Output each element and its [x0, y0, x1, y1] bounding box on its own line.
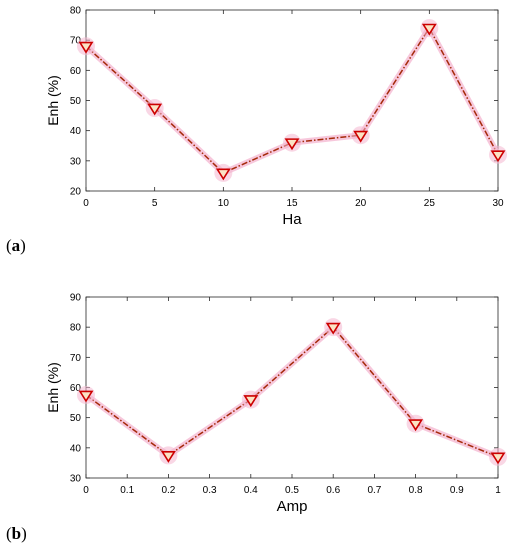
data-point-marker: [160, 450, 176, 463]
x-tick-label: 0.5: [285, 485, 299, 496]
y-axis-label: Enh (%): [45, 362, 61, 413]
x-tick-label: 0: [83, 485, 89, 496]
y-tick-label: 80: [70, 6, 82, 17]
data-point-marker: [147, 103, 163, 116]
x-tick-label: 25: [424, 198, 436, 209]
plot-frame: [85, 296, 499, 479]
x-axis-label: Amp: [277, 498, 308, 515]
x-tick-label: 0.8: [409, 485, 423, 496]
data-point-marker: [325, 322, 341, 335]
x-tick-label: 0.7: [367, 485, 381, 496]
y-tick-label: 50: [70, 413, 82, 424]
data-point-marker: [78, 41, 94, 54]
y-tick-label: 70: [70, 36, 82, 47]
y-tick-label: 30: [70, 156, 82, 167]
x-tick-label: 5: [152, 198, 158, 209]
y-tick-label: 50: [70, 96, 82, 107]
x-tick-label: 20: [355, 198, 367, 209]
y-tick-label: 20: [70, 187, 82, 198]
data-point-marker: [490, 452, 506, 465]
x-tick-label: 0.4: [244, 485, 258, 496]
series-line-glow: [84, 324, 500, 460]
x-axis-label: Ha: [282, 211, 302, 228]
data-point-marker: [243, 395, 259, 408]
y-axis-label: Enh (%): [45, 75, 61, 126]
y-tick-label: 80: [70, 323, 82, 334]
data-point-marker: [408, 419, 424, 432]
y-tick-label: 60: [70, 66, 82, 77]
data-point-marker: [421, 23, 437, 36]
panel-label-b: (b): [6, 524, 27, 543]
x-tick-label: 30: [492, 198, 504, 209]
y-tick-label: 40: [70, 126, 82, 137]
x-tick-label: 1: [495, 485, 501, 496]
x-tick-label: 0.9: [450, 485, 464, 496]
x-tick-label: 0.2: [161, 485, 175, 496]
y-tick-label: 30: [70, 474, 82, 485]
chart-b: 0 0.1 0.2 0.3 0.4 0.5 0.6 0.7 0.8 0.9 1 30 40 50 60 70 8…: [45, 293, 507, 515]
y-tick-label: 40: [70, 443, 82, 454]
x-tick-label: 10: [218, 198, 230, 209]
series-line: [85, 326, 499, 458]
x-tick-label: 0.6: [326, 485, 340, 496]
y-tick-label: 60: [70, 383, 82, 394]
data-point-marker: [490, 150, 506, 163]
y-tick-label: 90: [70, 293, 82, 304]
data-point-marker: [78, 390, 94, 403]
x-tick-label: 0: [83, 198, 89, 209]
chart-a: 0 5 10 15 20 25 30 20 30 40 50 60 70 80 Ha Enh (%): [45, 6, 507, 228]
x-tick-label: 0.3: [203, 485, 217, 496]
data-point-marker: [284, 138, 300, 151]
x-tick-label: 15: [286, 198, 298, 209]
panel-label-a: (a): [6, 236, 26, 255]
y-tick-label: 70: [70, 353, 82, 364]
data-point-marker: [215, 168, 231, 181]
data-point-marker: [353, 130, 369, 143]
x-tick-label: 0.1: [120, 485, 134, 496]
